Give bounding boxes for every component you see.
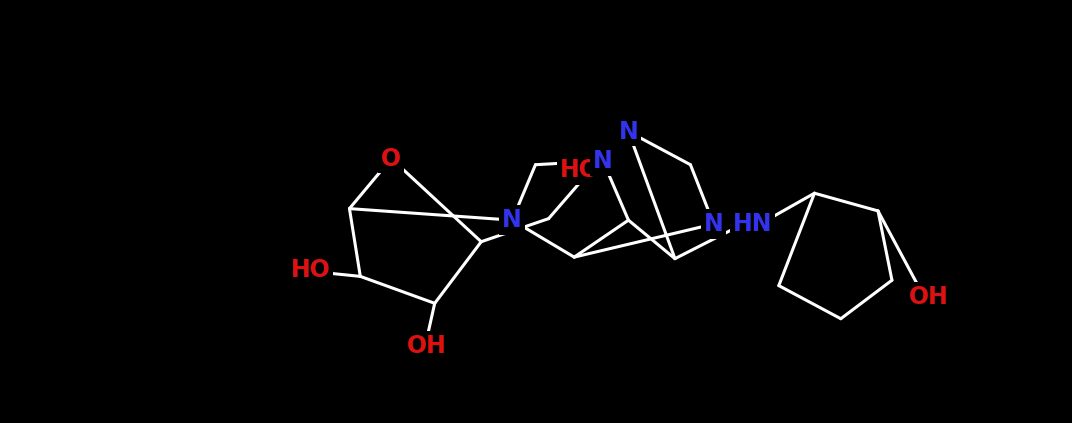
Text: N: N <box>593 149 613 173</box>
Text: HN: HN <box>732 212 772 236</box>
Text: HO: HO <box>560 158 599 182</box>
Text: N: N <box>619 120 638 144</box>
Text: O: O <box>382 146 401 170</box>
Text: N: N <box>704 212 724 236</box>
Text: N: N <box>503 208 522 232</box>
Text: HO: HO <box>291 258 330 282</box>
Text: OH: OH <box>407 334 447 358</box>
Text: OH: OH <box>908 285 949 309</box>
